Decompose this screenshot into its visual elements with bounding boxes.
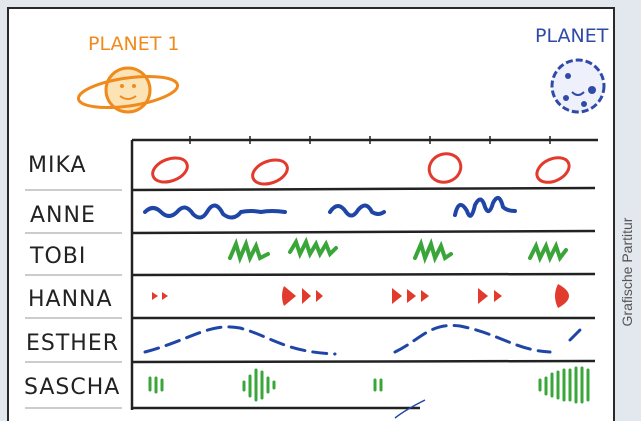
caption: Grafische Partitur <box>619 217 635 326</box>
paper <box>7 7 615 421</box>
planet-2-drawing <box>550 58 606 114</box>
voice-name: TOBI <box>29 244 86 269</box>
planet-label: PLANET 1 <box>88 33 179 55</box>
stray-line <box>394 399 426 419</box>
side-strip <box>615 0 641 421</box>
voice-name: SASCHA <box>24 375 120 400</box>
voice-name: ESTHER <box>26 331 119 356</box>
mika-marks <box>151 152 571 186</box>
beat-ticks <box>189 136 551 144</box>
sascha-marks <box>148 366 590 404</box>
hanna-marks <box>152 284 569 308</box>
planet-1-drawing <box>76 66 180 114</box>
name-separators <box>25 189 122 409</box>
tobi-marks <box>228 236 568 264</box>
voice-name: MIKA <box>28 153 87 178</box>
anne-marks <box>143 195 517 220</box>
voice-name: HANNA <box>28 287 113 312</box>
esther-marks <box>143 323 582 356</box>
score-grid <box>130 138 598 410</box>
planet-label: PLANET 2 <box>535 25 626 47</box>
voice-name: ANNE <box>30 203 96 228</box>
